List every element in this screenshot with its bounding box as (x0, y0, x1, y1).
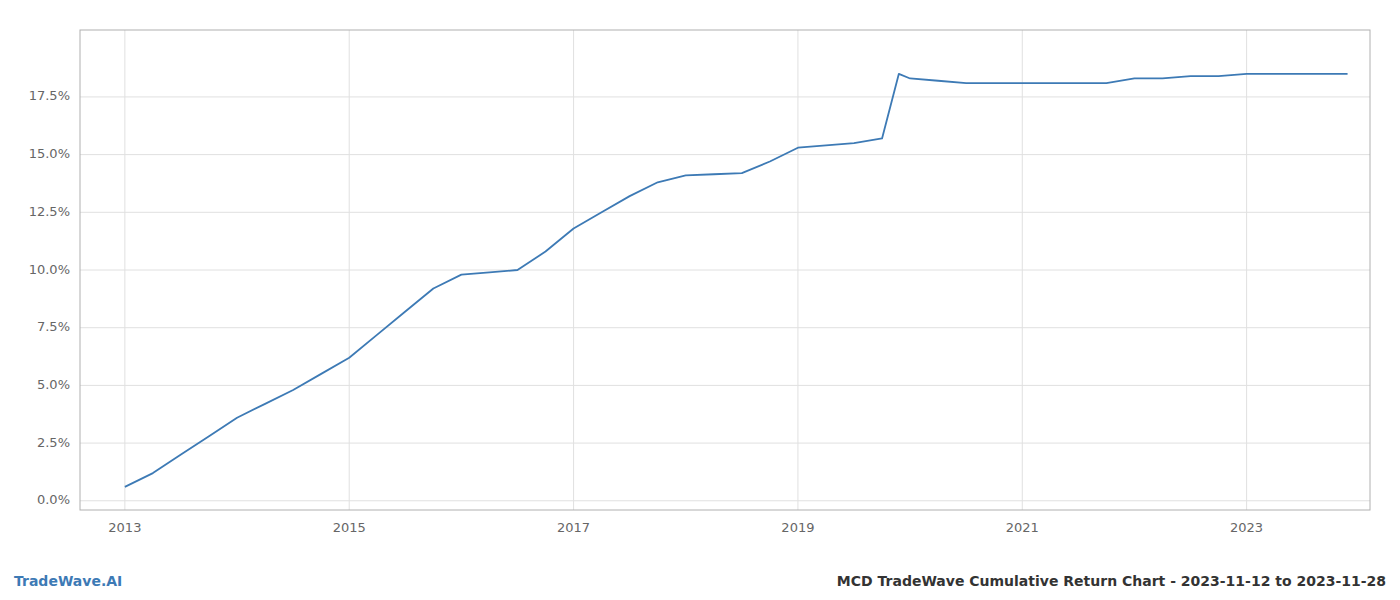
y-tick-label: 2.5% (37, 435, 70, 450)
x-grid-line (1246, 30, 1247, 510)
y-grid-line (80, 385, 1370, 386)
y-tick-label: 7.5% (37, 319, 70, 334)
x-tick-label: 2017 (557, 520, 590, 535)
y-tick-label: 5.0% (37, 377, 70, 392)
y-grid-line (80, 96, 1370, 97)
y-tick-label: 10.0% (29, 262, 70, 277)
line (125, 74, 1348, 487)
title: MCD TradeWave Cumulative Return Chart - … (837, 573, 1386, 589)
x-grid-line (349, 30, 350, 510)
x-tick-label: 2023 (1230, 520, 1263, 535)
plot-frame (80, 30, 1370, 510)
x-grid-line (1022, 30, 1023, 510)
tick-labels: 0.0% 2.5% 5.0% 7.5% 10.0% 12.5% 15.0% 17.5% 2013… (29, 88, 1263, 535)
y-tick-label: 12.5% (29, 204, 70, 219)
grid (80, 30, 1370, 510)
x-tick-label: 2015 (333, 520, 366, 535)
y-grid-line (80, 154, 1370, 155)
y-grid-line (80, 443, 1370, 444)
watermark: TradeWave.AI (14, 573, 122, 589)
x-grid-line (124, 30, 125, 510)
x-grid-line (573, 30, 574, 510)
y-grid-line (80, 500, 1370, 501)
x-tick-label: 2021 (1006, 520, 1039, 535)
y-tick-label: 0.0% (37, 492, 70, 507)
chart-svg: 0.0% 2.5% 5.0% 7.5% 10.0% 12.5% 15.0% 17.5% 2013… (0, 0, 1400, 600)
y-grid-line (80, 270, 1370, 271)
x-grid-line (797, 30, 798, 510)
chart-container: 0.0% 2.5% 5.0% 7.5% 10.0% 12.5% 15.0% 17.5% 2013… (0, 0, 1400, 600)
y-grid-line (80, 327, 1370, 328)
x-tick-label: 2013 (108, 520, 141, 535)
x-tick-label: 2019 (781, 520, 814, 535)
series-group (125, 74, 1348, 487)
y-grid-line (80, 212, 1370, 213)
y-tick-label: 15.0% (29, 146, 70, 161)
y-tick-label: 17.5% (29, 88, 70, 103)
